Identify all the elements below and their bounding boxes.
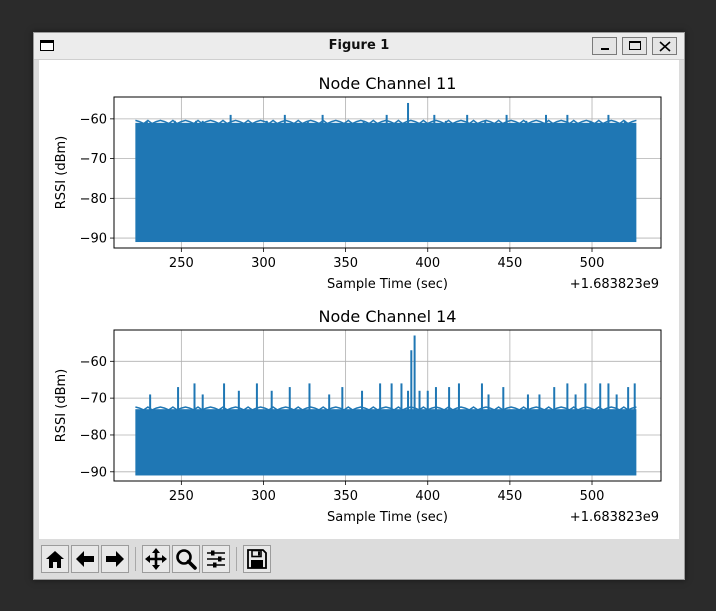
- configure-subplots-icon: [207, 550, 225, 568]
- x-tick-label: 450: [497, 256, 522, 271]
- x-offset-text: +1.683823e9: [570, 510, 659, 525]
- x-tick-label: 500: [580, 489, 605, 504]
- forward-button[interactable]: [101, 545, 129, 573]
- x-tick-label: 350: [333, 256, 358, 271]
- pan-button[interactable]: [142, 545, 170, 573]
- y-tick-label: −60: [80, 355, 107, 370]
- window-title: Figure 1: [328, 38, 390, 53]
- y-axis-label: RSSI (dBm): [54, 136, 69, 209]
- home-icon: [46, 551, 64, 568]
- x-tick-label: 350: [333, 489, 358, 504]
- x-offset-text: +1.683823e9: [570, 277, 659, 292]
- y-tick-label: −90: [80, 465, 107, 480]
- figure-svg: 250 300 350 400 450 500 −60 −70 −80 −90 Node Chan…: [54, 74, 662, 525]
- window-icon: [40, 40, 54, 51]
- axes-frame: [113, 96, 662, 249]
- x-tick-label: 300: [251, 256, 276, 271]
- subplot-channel-11: 250 300 350 400 450 500 −60 −70 −80 −90 Node Chan…: [54, 74, 662, 292]
- x-tick-label: 400: [415, 489, 440, 504]
- y-tick-label: −90: [80, 232, 107, 247]
- back-button[interactable]: [71, 545, 99, 573]
- series-band: [135, 409, 637, 476]
- maximize-button[interactable]: [622, 37, 647, 55]
- navigation-toolbar: [34, 540, 684, 578]
- x-tick-label: 250: [169, 256, 194, 271]
- close-icon: [659, 41, 671, 52]
- back-icon: [76, 551, 94, 567]
- title-bar[interactable]: Figure 1: [34, 33, 684, 60]
- subplot-channel-14: 250 300 350 400 450 500 −60 −70 −80 −90 Node Chan…: [54, 307, 662, 525]
- x-tick-label: 300: [251, 489, 276, 504]
- forward-icon: [106, 551, 124, 567]
- zoom-button[interactable]: [172, 545, 200, 573]
- y-tick-label: −60: [80, 112, 107, 127]
- figure-window: Figure 1 250 300 350 400 450 500 −60 −70 −80 −90 …: [33, 32, 685, 580]
- close-button[interactable]: [652, 37, 677, 55]
- zoom-icon: [176, 549, 197, 570]
- save-icon: [247, 549, 267, 569]
- y-tick-label: −80: [80, 428, 107, 443]
- x-axis-label: Sample Time (sec): [327, 277, 448, 292]
- series-band: [135, 122, 637, 243]
- save-button[interactable]: [243, 545, 271, 573]
- y-tick-label: −70: [80, 152, 107, 167]
- toolbar-separator: [135, 547, 136, 571]
- y-axis-label: RSSI (dBm): [54, 369, 69, 442]
- x-tick-label: 500: [580, 256, 605, 271]
- chart-title: Node Channel 11: [319, 74, 457, 93]
- x-axis-label: Sample Time (sec): [327, 510, 448, 525]
- minimize-button[interactable]: [592, 37, 617, 55]
- chart-title: Node Channel 14: [319, 307, 457, 326]
- toolbar-separator: [236, 547, 237, 571]
- x-tick-label: 400: [415, 256, 440, 271]
- y-tick-label: −80: [80, 192, 107, 207]
- pan-icon: [145, 548, 167, 570]
- x-tick-label: 250: [169, 489, 194, 504]
- y-tick-label: −70: [80, 392, 107, 407]
- x-tick-label: 450: [497, 489, 522, 504]
- configure-subplots-button[interactable]: [202, 545, 230, 573]
- series-edge: [135, 406, 637, 411]
- figure-canvas[interactable]: 250 300 350 400 450 500 −60 −70 −80 −90 Node Chan…: [39, 60, 679, 539]
- axes-frame: [113, 329, 662, 482]
- home-button[interactable]: [41, 545, 69, 573]
